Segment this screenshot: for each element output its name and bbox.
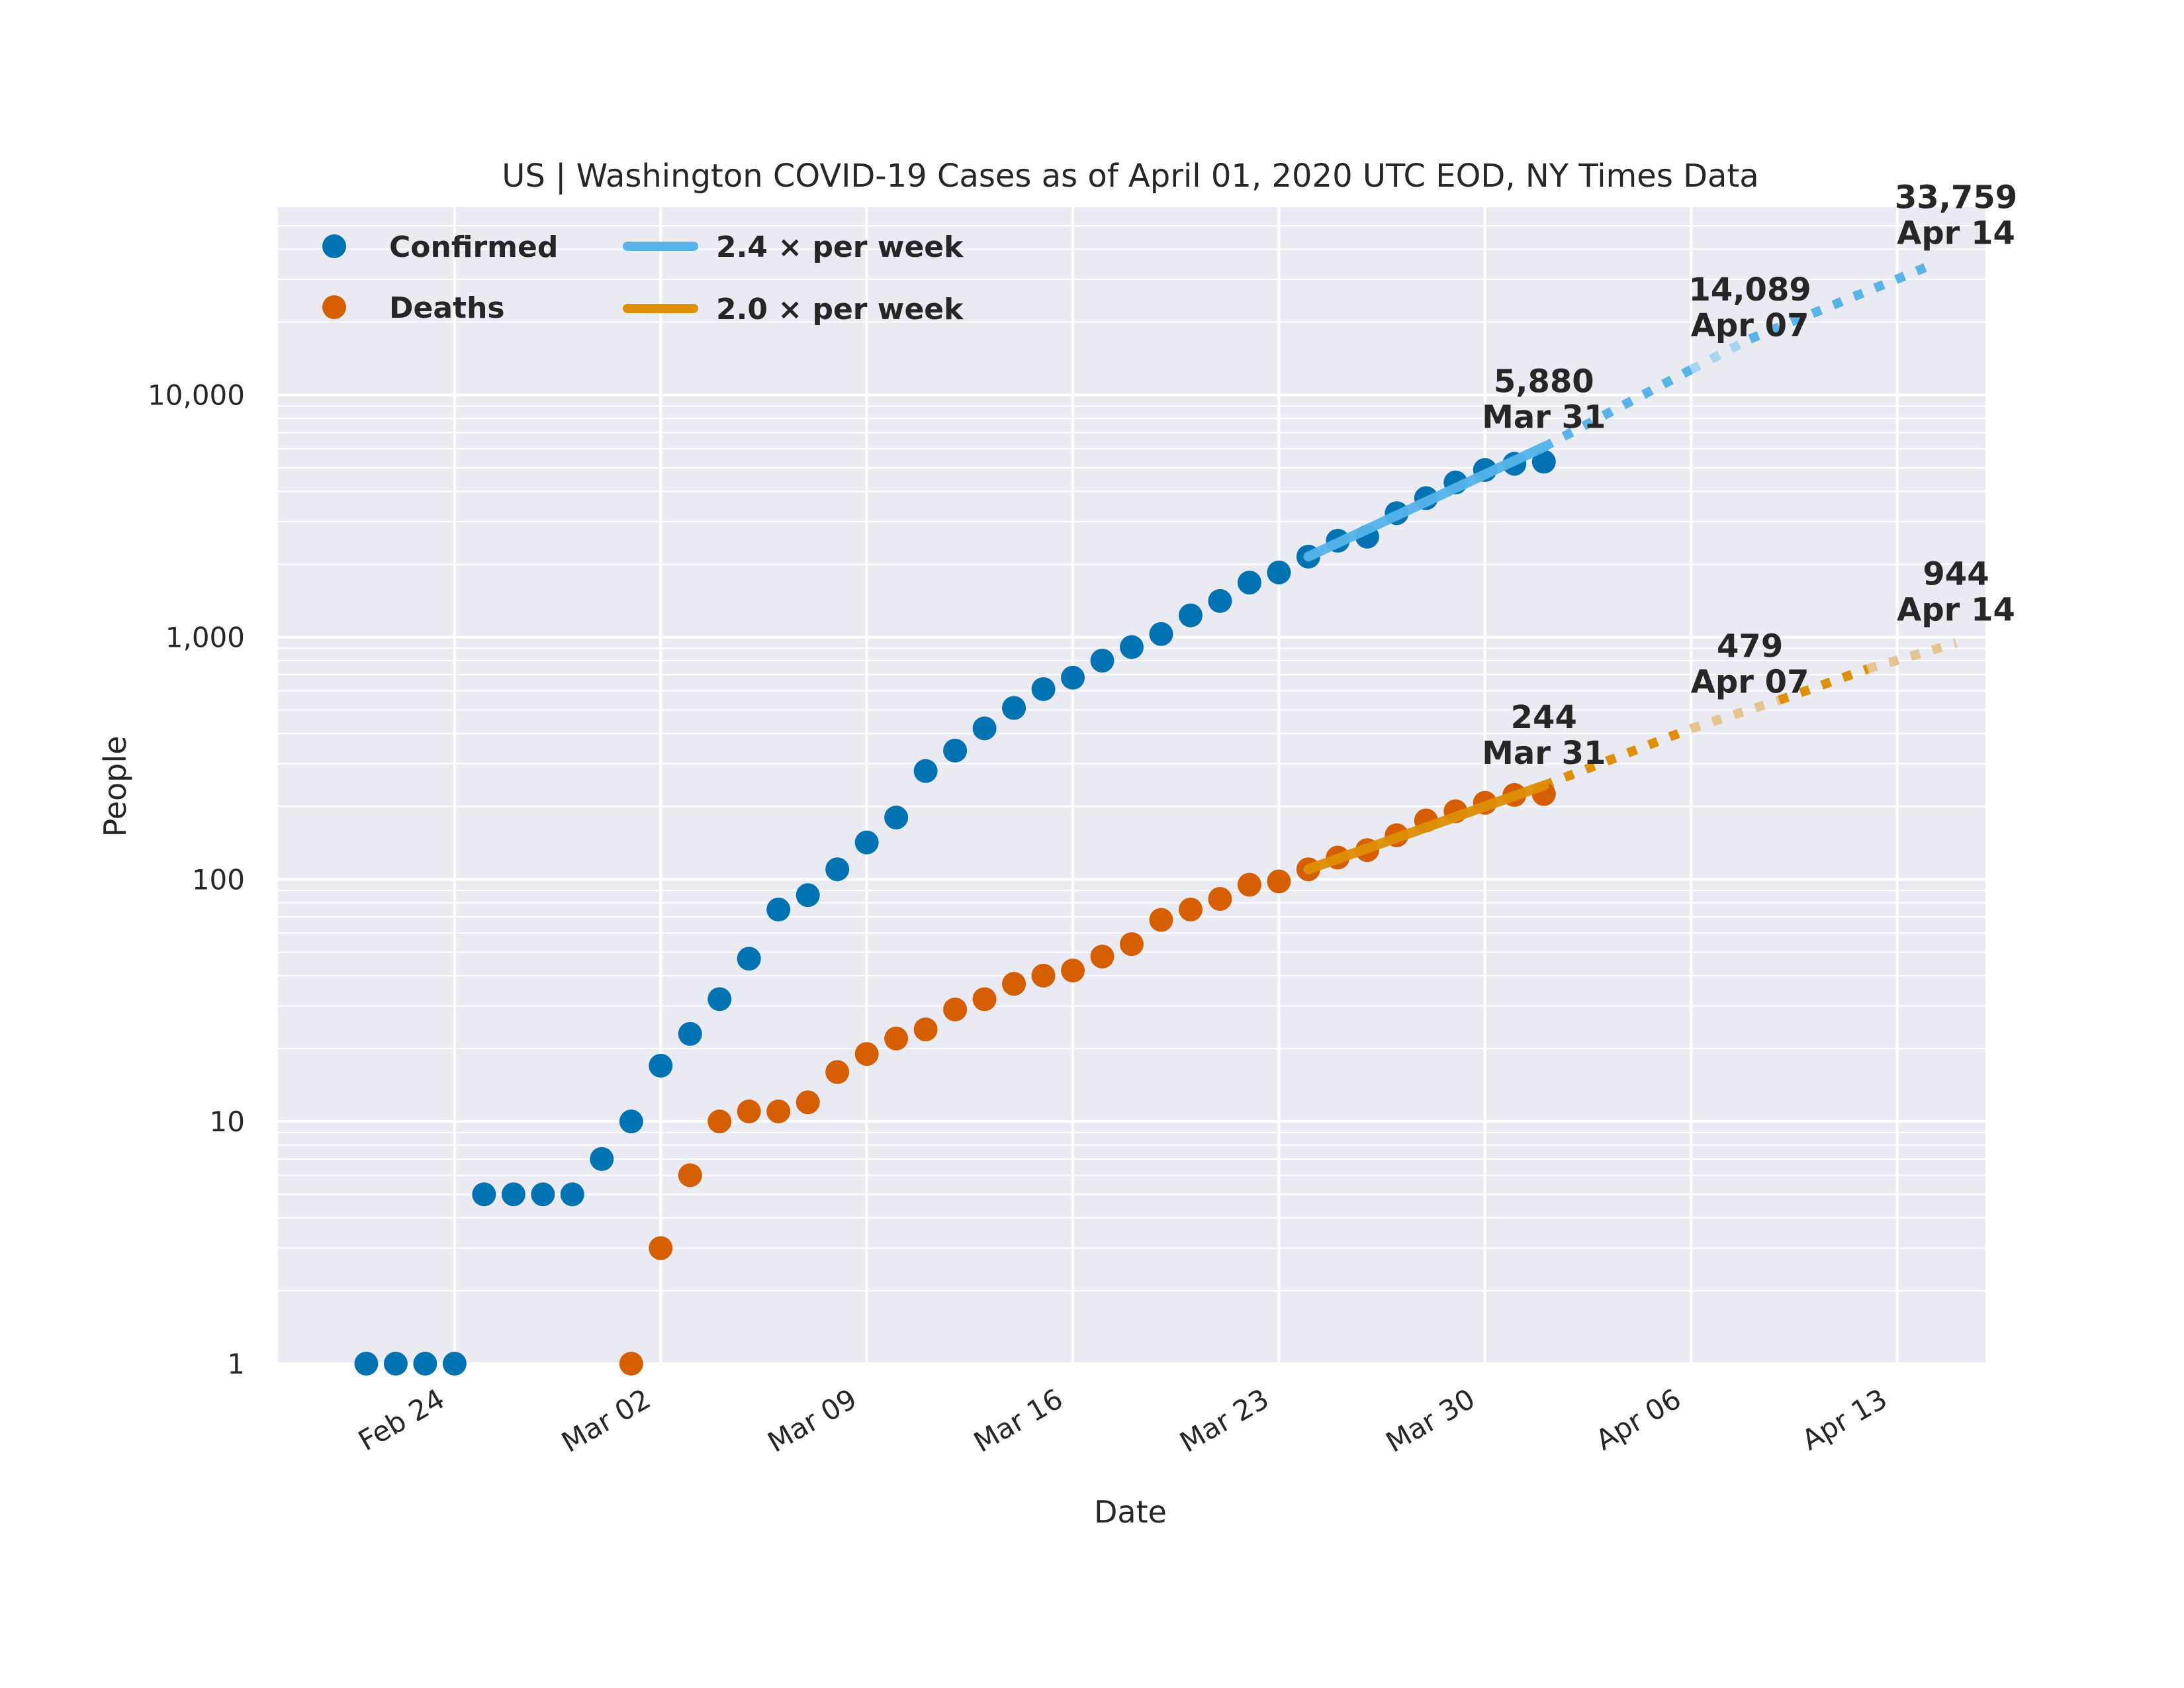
confirmed-point [590,1147,614,1171]
deaths-point [1090,944,1115,968]
confirmed-point [1237,571,1261,595]
annotation-value: 14,089 [1689,271,1811,308]
legend-label-deaths-fit: 2.0 × per week [716,293,964,326]
confirmed-point [943,738,968,763]
deaths-point [972,987,997,1011]
confirmed-point [560,1182,584,1207]
y-tick-label: 1 [227,1348,245,1380]
confirmed-fit-line [1303,442,1549,562]
deaths-point [1061,959,1085,983]
deaths-point [913,1017,938,1042]
deaths-point [1002,972,1026,996]
confirmed-point [854,830,879,855]
confirmed-point [1267,560,1291,585]
deaths-point [1149,908,1173,932]
deaths-point [943,998,968,1022]
legend-marker-confirmed [322,234,346,258]
confirmed-point [825,857,850,882]
y-tick-label: 10,000 [148,379,245,412]
deaths-point [1120,932,1144,957]
confirmed-point [619,1109,643,1134]
annotation-value: 5,880 [1494,363,1594,400]
deaths-point [766,1100,791,1124]
annotation-date: Apr 14 [1897,215,2015,252]
confirmed-point [531,1182,555,1207]
confirmed-point [413,1352,437,1376]
fit-lines-layer [1541,262,1958,790]
confirmed-point [1002,696,1026,720]
deaths-point [737,1100,761,1124]
chart-title: US | Washington COVID-19 Cases as of Apr… [502,158,1758,195]
deaths-point [1208,886,1232,911]
deaths-point [1178,898,1203,922]
deaths-point [796,1090,820,1115]
confirmed-point [1061,665,1085,690]
confirmed-forecast-line [1541,365,1694,451]
confirmed-point [1208,588,1232,613]
annotation-date: Apr 14 [1897,592,2015,629]
deaths-forecast-line-faded [1690,695,1781,733]
confirmed-point [737,947,761,971]
deaths-point [1031,963,1056,988]
deaths-point [619,1352,643,1376]
confirmed-point [442,1352,467,1376]
confirmed-point [913,759,938,783]
y-tick-label: 10 [210,1105,245,1138]
deaths-point [678,1163,702,1188]
legend-label-confirmed-fit: 2.4 × per week [716,230,964,264]
deaths-forecast-line [1778,664,1870,705]
annotation-value: 944 [1923,556,1989,593]
confirmed-point [383,1352,408,1376]
legend-label-confirmed: Confirmed [389,230,558,264]
x-axis-title: Date [1094,1494,1167,1530]
annotation-date: Apr 07 [1691,307,1809,344]
deaths-forecast-line [1542,724,1693,790]
deaths-forecast-line-faded [1866,638,1958,674]
annotation-value: 244 [1511,699,1577,736]
y-tick-label: 1,000 [165,622,245,654]
annotation-date: Mar 31 [1482,735,1606,772]
deaths-fit-line [1303,780,1549,874]
confirmed-point [707,987,732,1011]
confirmed-point [884,805,909,829]
deaths-point [1267,869,1291,894]
confirmed-point [1031,677,1056,702]
confirmed-point [678,1021,702,1046]
annotation-date: Mar 31 [1482,399,1606,436]
deaths-point [884,1026,909,1051]
deaths-point [825,1060,850,1084]
confirmed-forecast-line [1748,262,1929,344]
annotation-value: 33,759 [1895,179,2017,216]
y-axis-title: People [97,736,133,837]
deaths-point [1237,872,1261,897]
confirmed-point [796,883,820,908]
confirmed-point [1149,622,1173,646]
confirmed-point [354,1352,379,1376]
annotation-date: Apr 07 [1691,663,1809,700]
confirmed-point [1178,603,1203,628]
confirmed-point [766,898,791,922]
plot-background [278,207,1985,1364]
legend-label-deaths: Deaths [389,291,505,325]
annotation-value: 479 [1717,628,1783,665]
confirmed-point [472,1182,496,1207]
deaths-point [649,1236,673,1260]
confirmed-point [1531,449,1556,474]
grid-layer [278,206,1985,1365]
confirmed-point [501,1182,525,1207]
deaths-point [854,1042,879,1066]
legend-marker-deaths [322,295,346,319]
legend: Confirmed Deaths 2.4 × per week 2.0 × per w… [322,230,964,326]
confirmed-point [972,716,997,741]
confirmed-point [1120,635,1144,659]
confirmed-point [649,1053,673,1078]
y-tick-label: 100 [192,863,245,896]
deaths-point [707,1109,732,1134]
points-layer [354,442,1556,1376]
confirmed-point [1090,648,1115,673]
